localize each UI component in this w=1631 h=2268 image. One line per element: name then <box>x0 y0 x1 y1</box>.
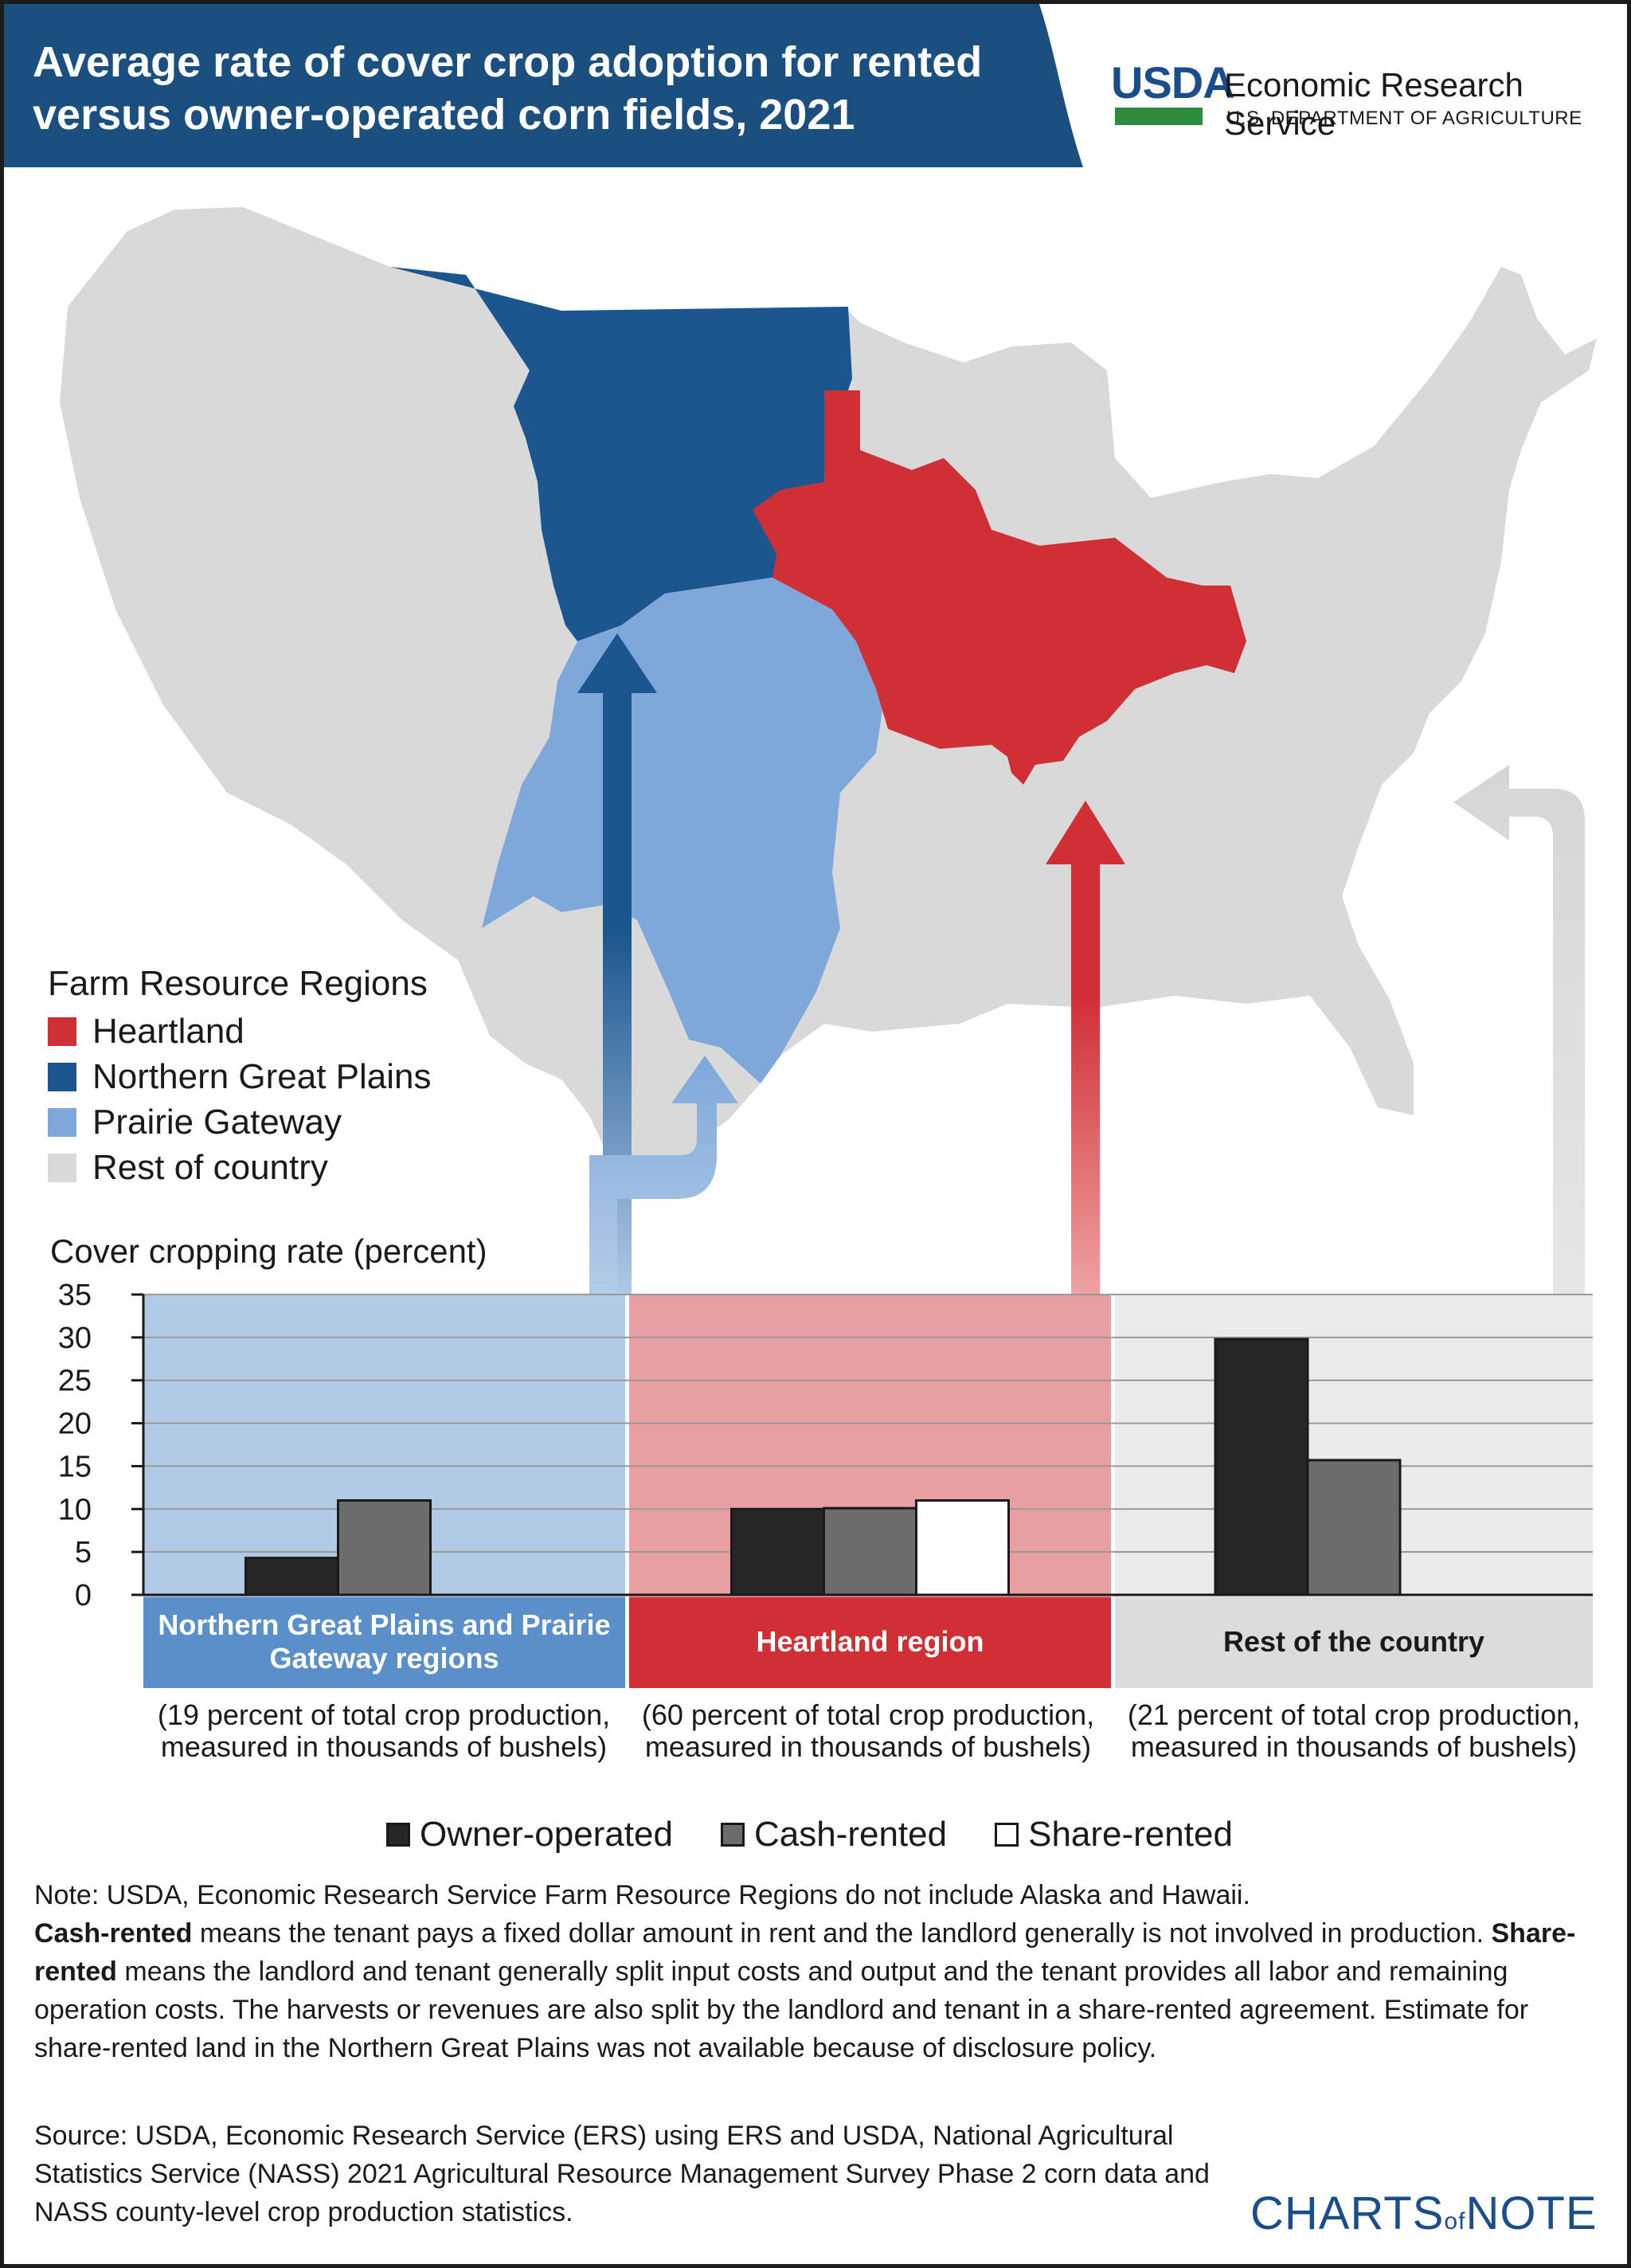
region-label-heartland: Heartland region <box>756 1624 984 1658</box>
arrow-northern-great-plains <box>577 633 657 1295</box>
chart-title: Average rate of cover crop adoption for … <box>33 38 983 139</box>
note-text: Note: USDA, Economic Research Service Fa… <box>34 1876 1595 2067</box>
y-tick-label: 35 <box>58 1279 92 1312</box>
legend-swatch <box>720 1823 745 1847</box>
y-tick-label: 15 <box>58 1450 92 1483</box>
bar-share-rented <box>915 1499 1010 1596</box>
series-legend: Owner-operated Cash-rented Share-rented <box>386 1815 1281 1855</box>
bar-owner-operated <box>244 1557 339 1596</box>
map-prairie-gateway <box>482 570 888 1083</box>
legend-item-cash-rented: Cash-rented <box>720 1815 948 1855</box>
map-northern-great-plains <box>390 267 856 641</box>
cash-rented-term: Cash-rented <box>34 1918 193 1949</box>
bars <box>244 1338 1402 1596</box>
logo-word-of: of <box>1444 2208 1466 2235</box>
legend-swatch <box>995 1823 1019 1847</box>
y-tick-label: 25 <box>58 1365 92 1398</box>
legend-label: Heartland <box>92 1012 244 1051</box>
legend-swatch <box>48 1154 76 1182</box>
legend-label: Prairie Gateway <box>92 1103 342 1142</box>
note-line-1: Note: USDA, Economic Research Service Fa… <box>34 1880 1250 1910</box>
legend-swatch <box>386 1823 410 1847</box>
arrow-rest-of-country <box>1453 765 1585 1295</box>
region-share-rest: (21 percent of total crop production, me… <box>1127 1698 1581 1763</box>
header-band-right <box>1039 4 1627 167</box>
legend-label: Rest of country <box>92 1148 328 1187</box>
bar-cash-rented <box>337 1499 432 1596</box>
share-rented-definition: means the landlord and tenant generally … <box>34 1957 1529 2063</box>
usda-logo-field <box>1115 108 1203 125</box>
header: Average rate of cover crop adoption for … <box>4 4 1627 167</box>
share-rented-term: Share-rented <box>34 1918 1576 1987</box>
y-tick-label: 5 <box>75 1536 92 1569</box>
cash-rented-definition: means the tenant pays a fixed dollar amo… <box>192 1918 1492 1949</box>
logo-word-note: NOTE <box>1465 2188 1598 2239</box>
arrow-prairie-gateway <box>589 1056 738 1295</box>
legend-item-northern-great-plains: Northern Great Plains <box>48 1057 432 1097</box>
legend-label: Northern Great Plains <box>92 1057 432 1096</box>
legend-label: Share-rented <box>1028 1815 1233 1854</box>
region-share-heartland: (60 percent of total crop production, me… <box>641 1698 1095 1763</box>
legend-item-share-rented: Share-rented <box>995 1815 1233 1855</box>
bar-owner-operated <box>730 1507 825 1596</box>
charts-of-note-logo: CHARTSofNOTE <box>1250 2187 1598 2240</box>
legend-swatch <box>48 1108 76 1137</box>
y-tick-label: 0 <box>75 1579 92 1612</box>
logo-word-charts: CHARTS <box>1250 2188 1445 2239</box>
bar-cash-rented <box>1306 1459 1402 1596</box>
y-axis: 0 5 10 15 20 25 30 35 <box>58 1279 1593 1612</box>
y-tick-label: 10 <box>58 1493 92 1526</box>
source-text: Source: USDA, Economic Research Service … <box>34 2121 1210 2227</box>
legend-item-heartland: Heartland <box>48 1012 244 1052</box>
y-tick-label: 30 <box>58 1322 92 1355</box>
agency-name: Economic Research Service <box>1224 66 1523 142</box>
department-name: U.S. DEPARTMENT OF AGRICULTURE <box>1226 108 1582 129</box>
region-label-ngp-pg: Northern Great Plains and Prairie Gatewa… <box>158 1608 611 1675</box>
region-share-ngp-pg: (19 percent of total crop production, me… <box>157 1698 611 1763</box>
bar-cash-rented <box>823 1506 917 1596</box>
bar-owner-operated <box>1214 1338 1309 1596</box>
region-label-rest: Rest of the country <box>1222 1624 1485 1658</box>
legend-label: Owner-operated <box>420 1815 673 1854</box>
legend-item-rest-of-country: Rest of country <box>48 1148 328 1188</box>
usda-logo: USDA <box>1111 57 1235 108</box>
legend-item-prairie-gateway: Prairie Gateway <box>48 1103 342 1142</box>
y-axis-title: Cover cropping rate (percent) <box>50 1232 487 1270</box>
map-legend-title: Farm Resource Regions <box>48 964 428 1003</box>
legend-item-owner-operated: Owner-operated <box>386 1815 673 1855</box>
main-graphic: 0 5 10 15 20 25 30 35 <box>4 4 1627 1688</box>
legend-swatch <box>48 1063 76 1091</box>
y-tick-label: 20 <box>58 1408 92 1441</box>
arrow-heartland <box>1046 801 1125 1295</box>
legend-swatch <box>48 1017 76 1046</box>
map-heartland <box>753 390 1246 785</box>
header-band <box>4 4 1103 167</box>
panel-backgrounds <box>143 1295 1593 1688</box>
legend-label: Cash-rented <box>753 1815 948 1854</box>
